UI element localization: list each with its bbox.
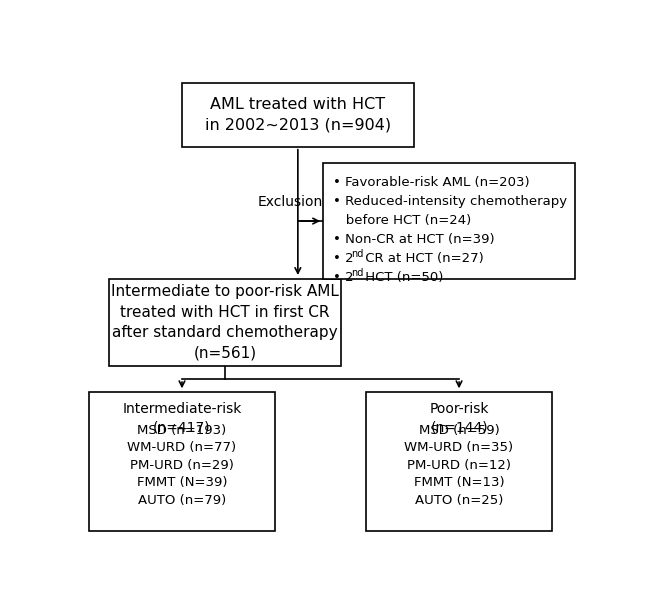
Text: nd: nd	[351, 267, 363, 278]
FancyBboxPatch shape	[366, 392, 552, 531]
Text: before HCT (n=24): before HCT (n=24)	[333, 214, 471, 227]
Text: CR at HCT (n=27): CR at HCT (n=27)	[361, 252, 484, 265]
Text: MSD (n=193)
WM-URD (n=77)
PM-URD (n=29)
FMMT (N=39)
AUTO (n=79): MSD (n=193) WM-URD (n=77) PM-URD (n=29) …	[127, 424, 237, 507]
Text: Exclusion: Exclusion	[257, 196, 323, 209]
Text: Intermediate-risk
(n=417): Intermediate-risk (n=417)	[122, 402, 242, 435]
FancyBboxPatch shape	[182, 83, 414, 147]
Text: • 2: • 2	[333, 271, 354, 284]
Text: Poor-risk
(n=144): Poor-risk (n=144)	[429, 402, 489, 435]
FancyBboxPatch shape	[323, 163, 575, 279]
Text: AML treated with HCT
in 2002~2013 (n=904): AML treated with HCT in 2002~2013 (n=904…	[205, 97, 391, 132]
Text: Intermediate to poor-risk AML
treated with HCT in first CR
after standard chemot: Intermediate to poor-risk AML treated wi…	[111, 284, 339, 360]
Text: • 2: • 2	[333, 252, 354, 265]
Text: HCT (n=50): HCT (n=50)	[361, 271, 443, 284]
Text: • Non-CR at HCT (n=39): • Non-CR at HCT (n=39)	[333, 233, 495, 246]
Text: • Favorable-risk AML (n=203): • Favorable-risk AML (n=203)	[333, 177, 530, 189]
FancyBboxPatch shape	[109, 279, 341, 366]
Text: MSD (n=59)
WM-URD (n=35)
PM-URD (n=12)
FMMT (N=13)
AUTO (n=25): MSD (n=59) WM-URD (n=35) PM-URD (n=12) F…	[404, 424, 514, 507]
Text: • Reduced-intensity chemotherapy: • Reduced-intensity chemotherapy	[333, 196, 567, 208]
FancyBboxPatch shape	[89, 392, 275, 531]
Text: nd: nd	[351, 249, 363, 259]
